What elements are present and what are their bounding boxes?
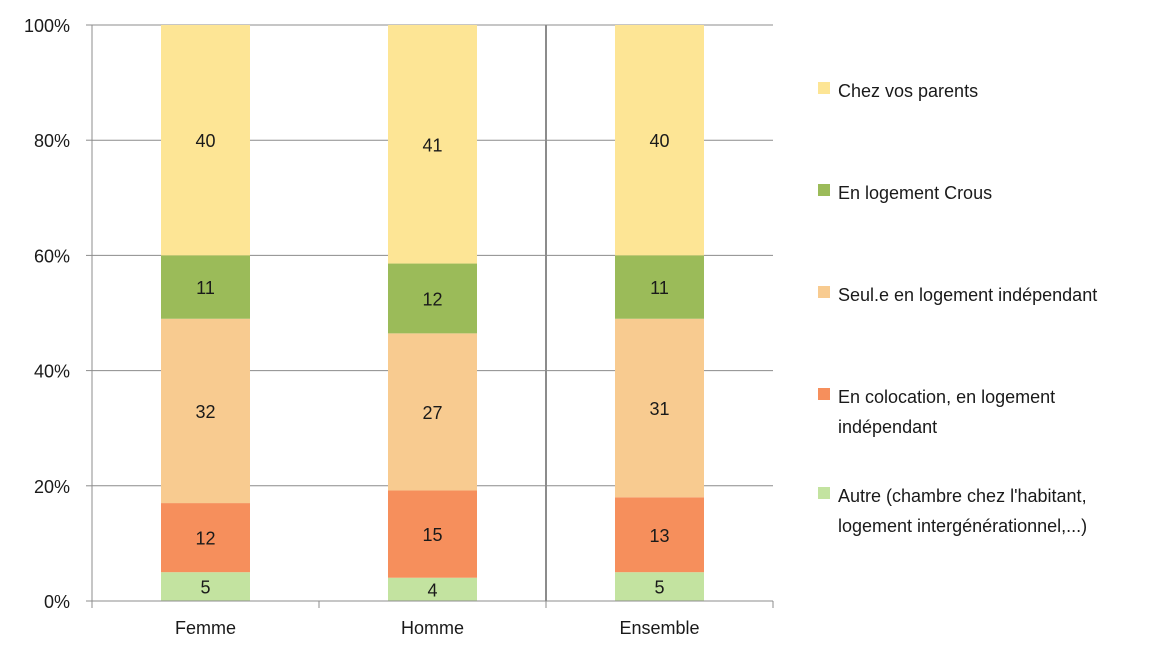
legend: Chez vos parents En logement Crous Seul.e … [818,0,1163,646]
bar-segment [615,572,704,601]
legend-swatch [818,388,830,400]
data-label: 40 [649,131,669,151]
data-label: 40 [195,131,215,151]
bar-segment [388,263,477,334]
y-tick-label: 100% [24,16,70,36]
data-label: 5 [200,578,210,598]
data-label: 32 [195,402,215,422]
bar-segment [388,25,477,264]
legend-swatch [818,82,830,94]
data-label: 31 [649,399,669,419]
bar-segment [615,497,704,573]
axes: 0% 20% 40% 60% 80% 100% Femme Homme Ensemble [24,16,774,638]
x-tick-label: Ensemble [619,618,699,638]
legend-swatch [818,286,830,298]
bar-segment [388,333,477,491]
data-label: 13 [649,526,669,546]
y-tick-label: 80% [34,131,70,151]
data-label: 11 [650,278,669,298]
legend-label: En colocation, en logement indépendant [838,387,1056,437]
data-label: 12 [422,289,442,309]
legend-item: En logement Crous [818,178,1163,208]
legend-item: Seul.e en logement indépendant [818,280,1163,310]
bar-segment [615,255,704,319]
y-tick-label: 20% [34,477,70,497]
legend-item: Autre (chambre chez l'habitant, logement… [818,481,1163,541]
data-label: 5 [654,578,664,598]
y-tick-label: 40% [34,362,70,382]
bar-segment [388,577,477,601]
bar-segment [161,255,250,319]
data-label: 12 [195,529,215,549]
data-label: 27 [422,403,442,423]
x-tick-label: Homme [401,618,464,638]
bar-segment [161,503,250,573]
legend-item: En colocation, en logement indépendant [818,382,1163,442]
bar-segment [615,318,704,498]
legend-label: Chez vos parents [838,81,979,101]
bar-segment [161,318,250,504]
data-label: 41 [422,135,442,155]
legend-swatch [818,184,830,196]
legend-label: Autre (chambre chez l'habitant, logement… [838,486,1088,536]
legend-item: Chez vos parents [818,76,1163,106]
bar-segment [161,25,250,256]
legend-label: En logement Crous [838,183,993,203]
bar-segment [615,25,704,256]
y-tick-label: 0% [44,592,70,612]
legend-swatch [818,487,830,499]
legend-label: Seul.e en logement indépendant [838,285,1098,305]
bar-segment [388,490,477,578]
data-label: 4 [427,580,437,600]
data-label: 15 [422,525,442,545]
data-label: 11 [196,278,215,298]
x-tick-label: Femme [175,618,236,638]
bar-segment [161,572,250,601]
y-tick-label: 60% [34,246,70,266]
